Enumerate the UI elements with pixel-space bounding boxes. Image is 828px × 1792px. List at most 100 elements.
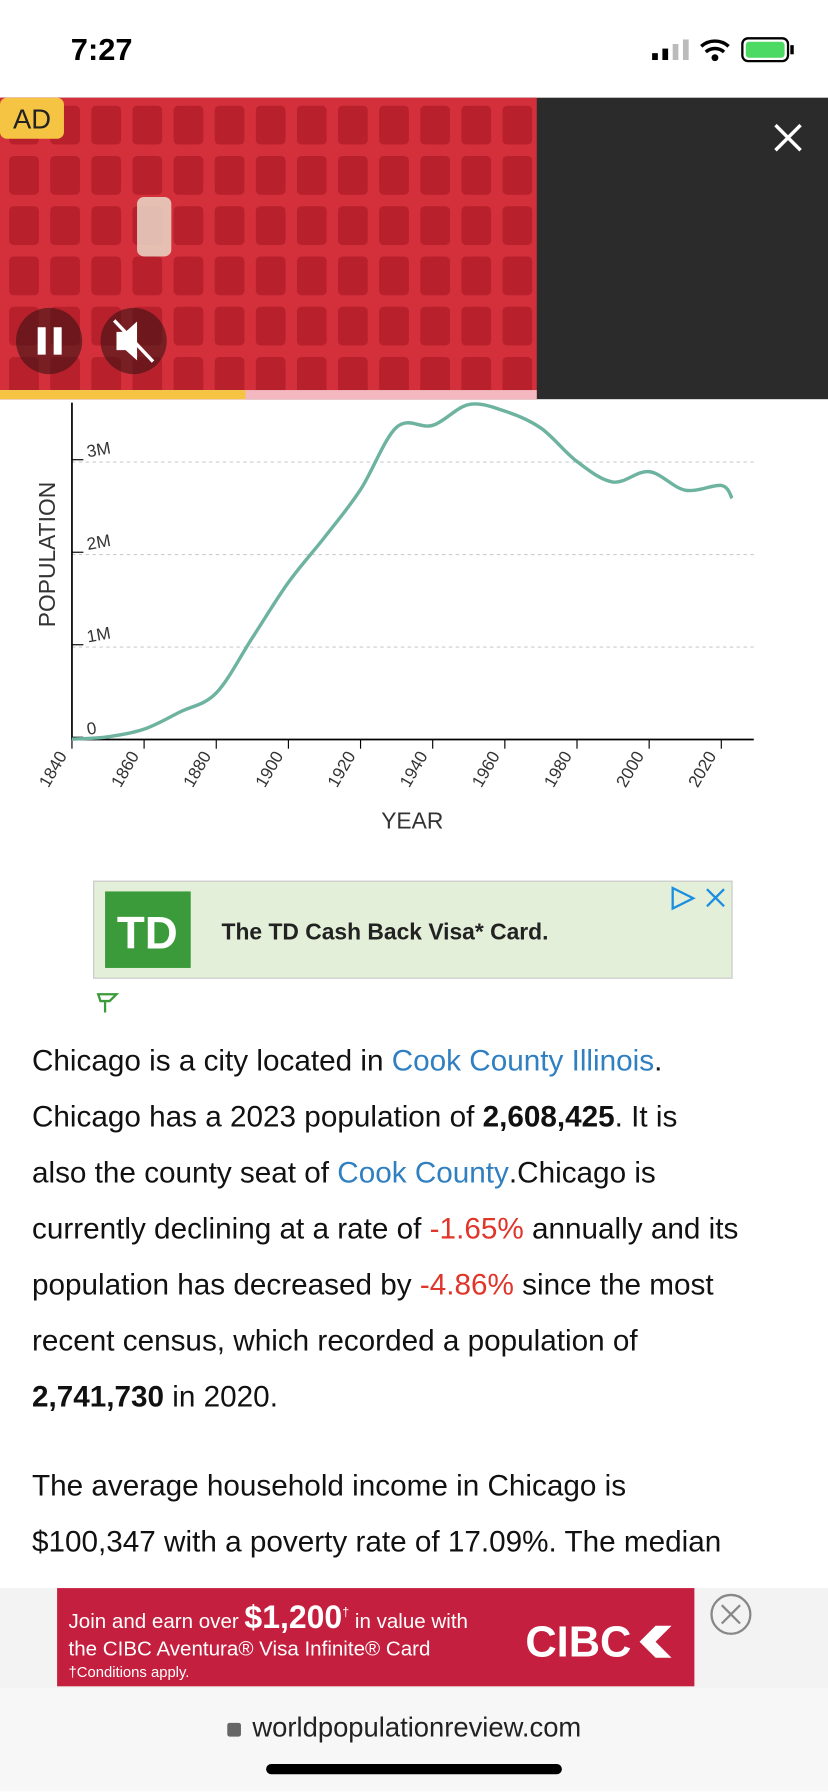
cibc-line2: the CIBC Aventura® Visa Infinite® Card [69,1637,431,1660]
pattern-cell [461,306,492,346]
pattern-cell [296,206,327,246]
text-segment: in 2020. [164,1381,278,1414]
close-ad[interactable] [774,123,802,152]
ad-badge: AD [13,104,51,135]
pattern-cell [296,306,327,346]
text-segment: .Chicago is [509,1157,656,1190]
paragraph-line: Chicago is a city located in Cook County… [32,1045,662,1078]
pattern-cell [338,105,368,145]
pattern-cell [379,306,409,346]
text-segment[interactable]: Cook County Illinois [392,1045,654,1078]
pattern-cell [173,155,204,195]
pattern-cell [461,356,492,396]
pattern-cell [461,256,492,296]
cibc-line1: Join and earn over $1,200† in value with [69,1599,468,1635]
text-segment: annually and its [524,1213,739,1246]
pattern-cell [91,206,122,246]
cibc-ad[interactable]: Join and earn over $1,200† in value with… [0,1588,828,1689]
pattern-cell [214,206,245,246]
paragraph-line: 2,741,730 in 2020. [32,1381,278,1414]
pattern-cell [502,155,533,195]
cibc-brand: CIBC [525,1619,631,1667]
pattern-cell [379,206,409,246]
pattern-cell [173,105,204,145]
cibc-note: †Conditions apply. [69,1665,190,1681]
pattern-cell [91,155,122,195]
pattern-cell [173,256,204,296]
population-line [71,402,734,741]
pattern-cell [255,356,286,396]
pattern-cell [379,356,409,396]
pattern-cell [338,206,368,246]
pattern-cell [461,206,492,246]
pattern-cell [214,356,245,396]
pattern-cell [214,155,245,195]
text-segment: also the county seat of [32,1157,337,1190]
video-ad: AD [0,97,828,400]
pattern-cell [173,356,204,396]
paragraph-line: population has decreased by -4.86% since… [32,1269,714,1302]
pattern-cell [502,356,533,396]
status-icons [652,37,794,63]
text-segment: Chicago is a city located in [32,1045,392,1078]
url-bar[interactable]: worldpopulationreview.com [251,1712,581,1743]
pattern-cell [50,155,80,195]
pattern-cell [255,105,286,145]
pattern-cell [461,105,492,145]
y-tick-label: 0 [85,718,98,739]
text-segment: currently declining at a rate of [32,1213,430,1246]
pattern-cell [9,206,39,246]
text-segment: Chicago has a 2023 population of [32,1101,483,1134]
pattern-cell [9,155,39,195]
status-time: 7:27 [71,32,133,67]
paragraph-line: currently declining at a rate of -1.65% … [32,1213,738,1246]
paragraph-line: also the county seat of Cook County.Chic… [32,1157,656,1190]
td-ad[interactable]: TD The TD Cash Back Visa* Card. [93,880,733,1013]
x-axis-label: YEAR [381,808,443,834]
pattern-cell [420,105,450,145]
paragraph-line: Chicago has a 2023 population of 2,608,4… [32,1101,677,1134]
pattern-cell [214,306,245,346]
text-segment: -4.86% [420,1269,514,1302]
text-segment: The average household income in Chicago … [32,1470,626,1503]
home-indicator [266,1763,562,1775]
y-tick-label: 1M [85,623,112,647]
pattern-cell [420,306,450,346]
text-segment: population has decreased by [32,1269,420,1302]
pause-button[interactable] [15,307,83,375]
pattern-cell [91,105,122,145]
paragraph-line: recent census, which recorded a populati… [32,1325,638,1358]
pattern-cell [50,256,80,296]
pattern-cell [173,206,204,246]
pattern-cell [379,105,409,145]
y-tick-label: 3M [85,438,112,462]
paragraph-line: The average household income in Chicago … [32,1470,626,1503]
pattern-cell [338,306,368,346]
pattern-cell [379,155,409,195]
pattern-cell [296,105,327,145]
pattern-cell [296,356,327,396]
pattern-cell [9,256,39,296]
y-tick-label: 2M [85,530,112,554]
text-segment: -1.65% [430,1213,524,1246]
y-axis-label: POPULATION [34,482,60,627]
pattern-cell [173,306,204,346]
pattern-cell [420,206,450,246]
pattern-cell [296,256,327,296]
text-segment: . It is [615,1101,678,1134]
pattern-cell [379,256,409,296]
pattern-cell [338,256,368,296]
paragraph-line: $100,347 with a poverty rate of 17.09%. … [32,1526,721,1559]
text-segment: 2,741,730 [32,1381,164,1414]
pattern-cell [338,356,368,396]
td-ad-text: The TD Cash Back Visa* Card. [222,918,549,944]
text-segment[interactable]: Cook County [337,1157,509,1190]
pattern-cell [420,356,450,396]
text-segment: . [654,1045,662,1078]
pattern-cell [502,306,533,346]
ad-pattern [9,105,533,396]
pattern-cell [502,105,533,145]
text-segment: $100,347 with a poverty rate of 17.09%. … [32,1526,721,1559]
